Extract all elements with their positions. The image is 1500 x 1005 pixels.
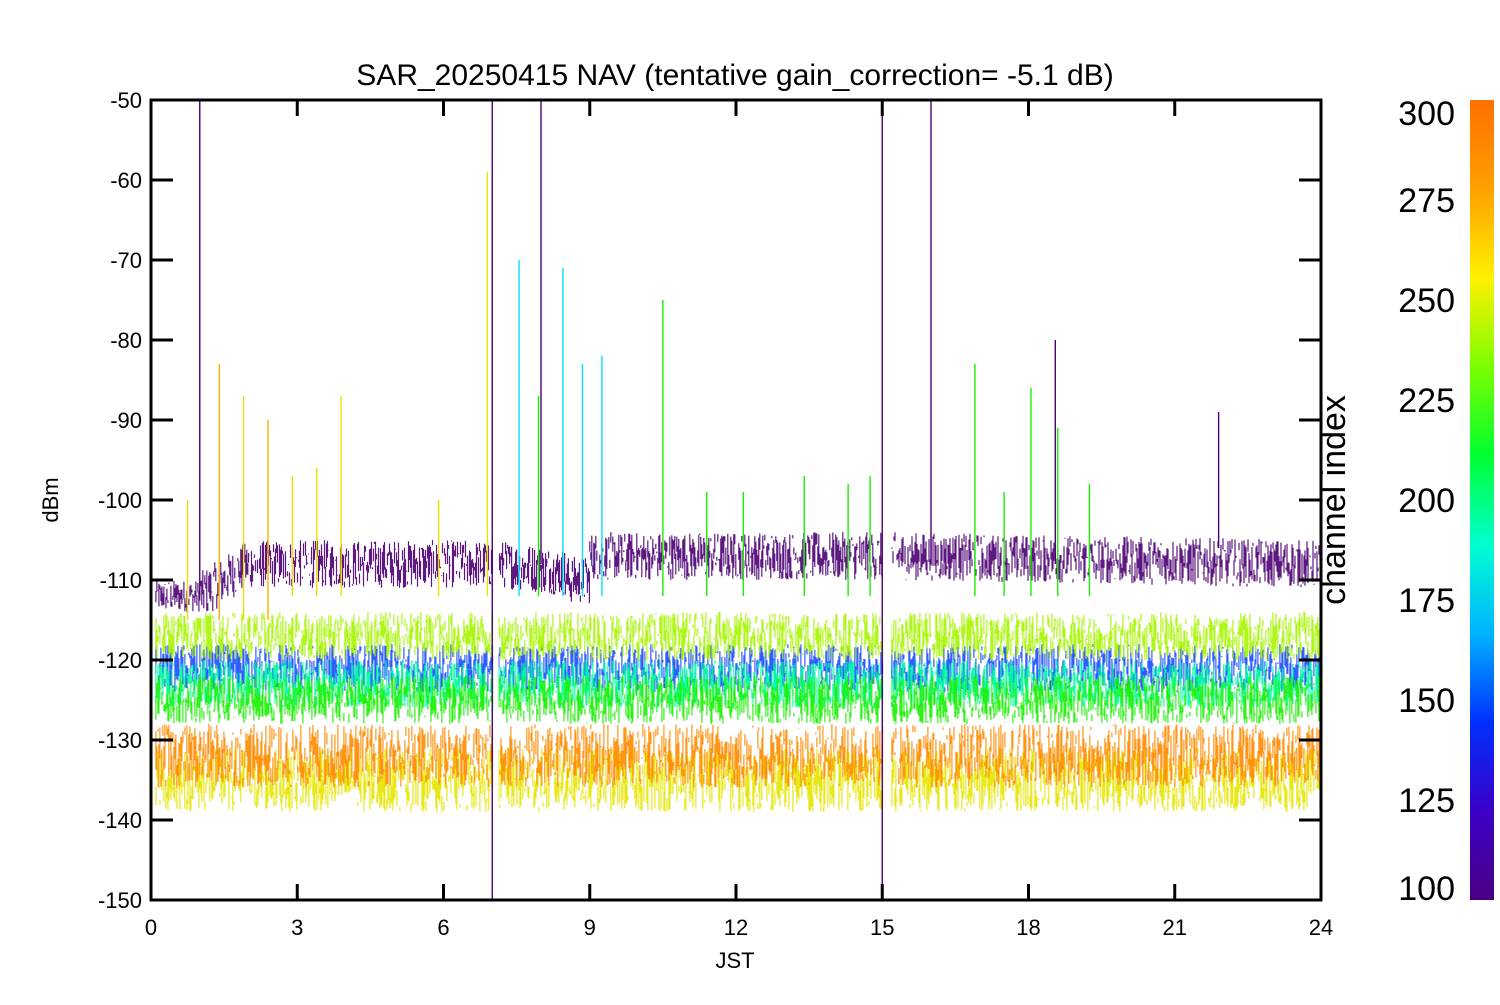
x-tick-label-1: 3 [291, 915, 303, 940]
data-gap-1 [883, 564, 891, 898]
x-tick-label-4: 12 [724, 915, 748, 940]
y-tick-label-1: -60 [110, 168, 142, 193]
x-tick-label-8: 24 [1309, 915, 1333, 940]
colorbar-tick-label-7: 275 [1398, 182, 1455, 220]
y-tick-label-3: -80 [110, 328, 142, 353]
band-ch-110-segment-1 [199, 543, 249, 612]
x-tick-label-5: 15 [870, 915, 894, 940]
band-ch-230 [155, 676, 1321, 724]
y-tick-label-5: -100 [98, 488, 142, 513]
x-axis-label: JST [715, 948, 754, 973]
x-tick-label-2: 6 [437, 915, 449, 940]
colorbar-ticks: 100 125 150 175 200 225 250 275 300 [1398, 95, 1455, 908]
y-tick-label-6: -110 [100, 568, 142, 593]
data-gaps [493, 564, 891, 898]
colorbar-tick-label-8: 300 [1398, 95, 1455, 133]
x-axis-ticks: 0 3 6 9 12 15 18 21 24 [145, 100, 1333, 940]
y-tick-label-7: -120 [98, 648, 142, 673]
y-tick-label-10: -150 [98, 888, 142, 913]
x-tick-label-0: 0 [145, 915, 157, 940]
data-spikes [186, 101, 1220, 900]
y-tick-label-8: -130 [98, 728, 142, 753]
colorbar-tick-label-2: 150 [1398, 682, 1455, 720]
y-tick-label-0: -50 [110, 88, 142, 113]
x-tick-label-3: 9 [584, 915, 596, 940]
data-gap-0 [493, 564, 499, 898]
band-ch-255-segment-0 [155, 612, 1321, 660]
band-ch-110-segment-3 [499, 542, 566, 595]
band-ch-110-segment-5 [589, 532, 883, 580]
band-ch-230-segment-0 [155, 676, 1321, 724]
y-tick-label-4: -90 [110, 408, 142, 433]
colorbar-tick-label-5: 225 [1398, 382, 1455, 420]
y-axis-label: dBm [38, 477, 63, 522]
colorbar-tick-label-4: 200 [1398, 482, 1455, 520]
colorbar [1470, 100, 1494, 900]
band-ch-110-segment-6 [891, 532, 1321, 588]
band-ch-255 [155, 612, 1321, 660]
x-tick-label-6: 18 [1016, 915, 1040, 940]
band-ch-110-segment-4 [564, 557, 590, 604]
y-tick-label-9: -140 [98, 808, 142, 833]
band-ch-110 [155, 532, 1321, 612]
colorbar-label: channel index [1315, 395, 1353, 605]
band-ch-290 [155, 724, 1321, 788]
band-ch-290-segment-0 [155, 724, 1321, 788]
y-tick-label-2: -70 [110, 248, 142, 273]
y-axis-ticks: -50 -60 -70 -80 -90 -100 -110 -120 -130 -140 -150 [98, 88, 1321, 913]
colorbar-tick-label-6: 250 [1398, 282, 1455, 320]
colorbar-tick-label-3: 175 [1398, 582, 1455, 620]
data-bands [155, 532, 1321, 812]
chart-title: SAR_20250415 NAV (tentative gain_correct… [356, 59, 1113, 92]
x-tick-label-7: 21 [1163, 915, 1187, 940]
band-ch-110-segment-2 [247, 540, 493, 588]
colorbar-tick-label-1: 125 [1398, 782, 1455, 820]
colorbar-tick-label-0: 100 [1398, 870, 1455, 908]
band-ch-110-segment-0 [155, 580, 200, 612]
